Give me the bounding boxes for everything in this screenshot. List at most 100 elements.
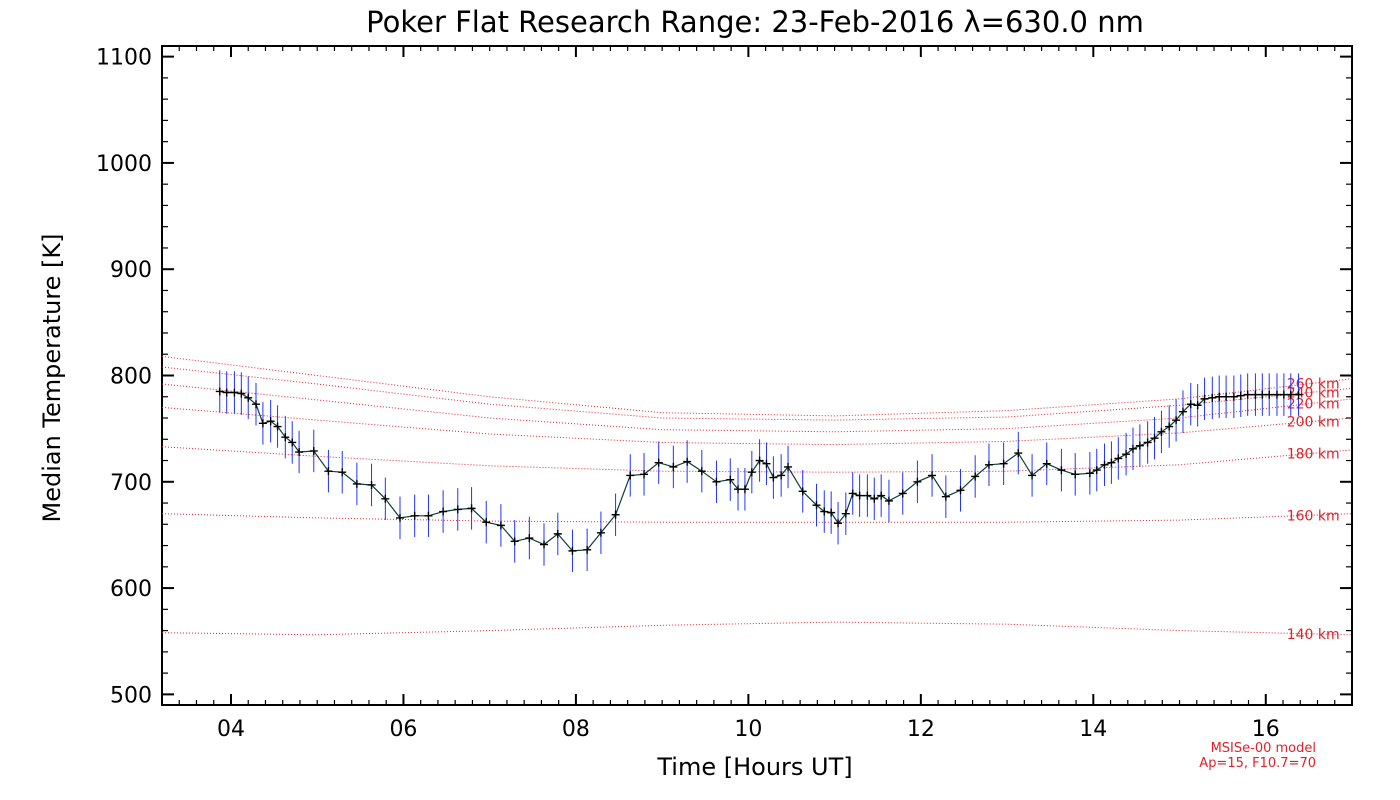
data-point xyxy=(496,521,505,530)
data-point xyxy=(941,492,950,501)
data-point xyxy=(928,471,937,480)
data-point xyxy=(1128,444,1137,453)
model-curve xyxy=(161,366,1353,421)
data-point xyxy=(611,510,620,519)
data-point xyxy=(1114,454,1123,463)
model-curve xyxy=(161,406,1353,446)
model-curve xyxy=(161,446,1353,473)
data-point xyxy=(726,475,735,484)
model-curve-label: 220 km xyxy=(1287,397,1340,413)
data-point xyxy=(669,462,678,471)
data-point xyxy=(1014,449,1023,458)
x-tick-label: 06 xyxy=(389,717,417,742)
data-point xyxy=(769,473,778,482)
data-point xyxy=(683,457,692,466)
plot-frame xyxy=(161,45,1353,706)
data-point xyxy=(237,389,246,398)
x-tick-label: 04 xyxy=(217,717,245,742)
data-point xyxy=(1122,450,1131,459)
data-point xyxy=(1229,392,1238,401)
data-points xyxy=(215,387,1303,555)
data-point xyxy=(747,468,756,477)
model-curve xyxy=(161,621,1353,636)
data-point xyxy=(820,507,829,516)
data-point xyxy=(1085,469,1094,478)
data-point xyxy=(222,388,231,397)
data-point xyxy=(1215,392,1224,401)
data-point xyxy=(324,467,333,476)
data-point xyxy=(697,467,706,476)
data-point xyxy=(309,446,318,455)
x-axis-label: Time [Hours UT] xyxy=(656,753,852,781)
data-point xyxy=(834,519,843,528)
y-tick-label: 800 xyxy=(110,365,152,390)
data-point xyxy=(381,494,390,503)
y-axis-label: Median Temperature [K] xyxy=(38,233,66,522)
y-tick-label: 1000 xyxy=(96,152,152,177)
data-point xyxy=(984,460,993,469)
data-point xyxy=(251,400,260,409)
data-point xyxy=(1251,390,1260,399)
data-point xyxy=(762,459,771,468)
data-point xyxy=(1028,471,1037,480)
data-point xyxy=(410,511,419,520)
data-point xyxy=(827,508,836,517)
model-curve-label: 240 km xyxy=(1287,386,1340,402)
data-point xyxy=(1243,390,1252,399)
data-point xyxy=(712,477,721,486)
y-tick-label: 600 xyxy=(110,577,152,602)
data-point xyxy=(266,417,275,426)
model-curve xyxy=(161,513,1353,523)
data-point xyxy=(841,509,850,518)
data-point xyxy=(1200,394,1209,403)
data-point xyxy=(1057,466,1066,475)
data-point xyxy=(1071,470,1080,479)
data-point xyxy=(1107,458,1116,467)
data-point xyxy=(848,489,857,498)
data-point xyxy=(870,494,879,503)
x-tick-label: 08 xyxy=(562,717,590,742)
data-point xyxy=(898,489,907,498)
data-point xyxy=(1042,459,1051,468)
data-point xyxy=(281,433,290,442)
model-curve-label: 200 km xyxy=(1287,415,1340,431)
model-note: MSISe-00 model xyxy=(1211,741,1316,756)
model-curve-label: 160 km xyxy=(1287,508,1340,524)
data-point xyxy=(1265,390,1274,399)
data-point xyxy=(812,501,821,510)
data-point xyxy=(439,507,448,516)
data-point xyxy=(777,471,786,480)
data-point xyxy=(971,472,980,481)
data-point xyxy=(855,491,864,500)
data-point xyxy=(1150,434,1159,443)
x-axis: 04 06 08 10 12 14 16 xyxy=(161,46,1353,742)
data-point xyxy=(553,529,562,538)
data-point xyxy=(230,388,239,397)
data-point xyxy=(1279,390,1288,399)
data-point xyxy=(453,505,462,514)
data-point xyxy=(1178,407,1187,416)
data-point xyxy=(1286,390,1295,399)
data-point xyxy=(467,504,476,513)
y-tick-label: 700 xyxy=(110,471,152,496)
data-point xyxy=(1135,441,1144,450)
model-params-note: Ap=15, F10.7=70 xyxy=(1199,756,1316,771)
y-tick-label: 1100 xyxy=(96,46,152,71)
data-point xyxy=(1165,422,1174,431)
data-point xyxy=(482,518,491,527)
model-curve xyxy=(161,383,1353,433)
data-point xyxy=(877,491,886,500)
data-point xyxy=(1100,460,1109,469)
x-tick-label: 10 xyxy=(734,717,762,742)
data-point xyxy=(583,545,592,554)
data-point xyxy=(396,513,404,522)
data-point xyxy=(244,393,253,402)
data-point xyxy=(288,438,297,447)
data-point xyxy=(654,458,663,467)
model-curve-label: 180 km xyxy=(1287,447,1340,463)
data-point xyxy=(424,511,433,520)
data-point xyxy=(367,480,376,489)
data-point xyxy=(258,419,267,428)
